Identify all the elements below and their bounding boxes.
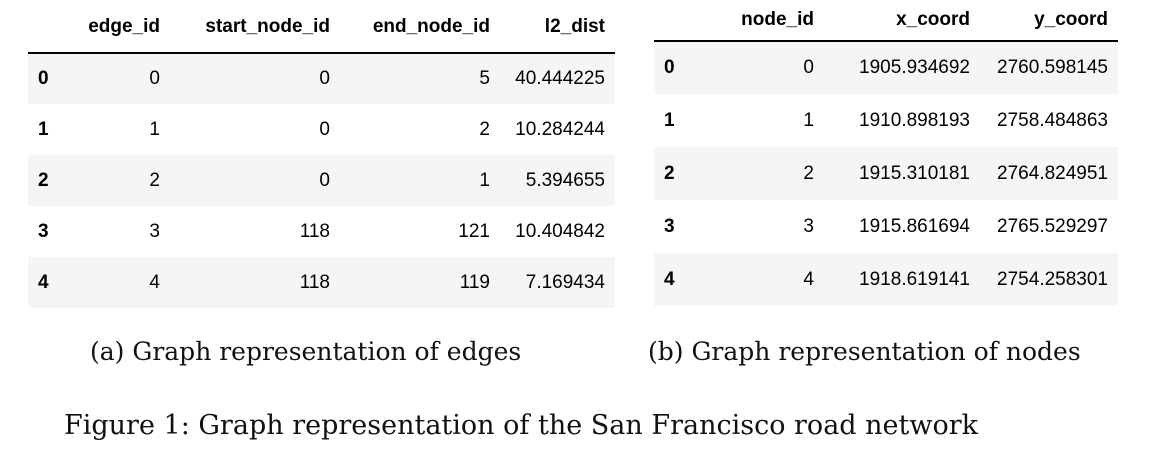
row-index: 3 xyxy=(664,215,675,237)
x-coord-cell: 1915.861694 xyxy=(859,215,970,237)
edges-table-header: edge_id start_node_id end_node_id l2_dis… xyxy=(28,2,615,54)
end-node-id-cell: 5 xyxy=(479,68,490,89)
y-coord-cell: 2765.529297 xyxy=(997,215,1108,237)
table-row: 3 3 1915.861694 2765.529297 xyxy=(654,200,1118,253)
edge-id-cell: 4 xyxy=(149,271,160,293)
l2-dist-cell: 40.444225 xyxy=(515,68,605,89)
row-index: 1 xyxy=(38,118,49,140)
table-row: 0 0 1905.934692 2760.598145 xyxy=(654,41,1118,94)
end-node-id-cell: 121 xyxy=(458,220,490,242)
row-index: 3 xyxy=(38,220,49,242)
table-row: 4 4 118 119 7.169434 xyxy=(28,257,615,308)
y-coord-cell: 2764.824951 xyxy=(997,162,1108,184)
edge-id-cell: 2 xyxy=(149,169,160,191)
row-index: 4 xyxy=(38,271,49,293)
l2-dist-cell: 10.284244 xyxy=(515,118,605,140)
row-index: 1 xyxy=(664,109,675,131)
nodes-index-header xyxy=(654,0,704,42)
edge-id-cell: 1 xyxy=(149,118,160,140)
edges-col-edge-id: edge_id xyxy=(78,2,170,54)
row-index: 0 xyxy=(38,68,49,89)
node-id-cell: 2 xyxy=(803,162,814,184)
row-index: 4 xyxy=(664,268,675,290)
y-coord-cell: 2758.484863 xyxy=(997,109,1108,131)
node-id-cell: 3 xyxy=(803,215,814,237)
row-index: 0 xyxy=(664,57,675,78)
start-node-id-cell: 118 xyxy=(299,220,330,242)
nodes-col-y-coord: y_coord xyxy=(980,0,1118,42)
start-node-id-cell: 0 xyxy=(319,118,330,140)
edge-id-cell: 0 xyxy=(149,68,160,89)
end-node-id-cell: 2 xyxy=(479,118,490,140)
start-node-id-cell: 118 xyxy=(299,271,330,293)
table-row: 1 1 1910.898193 2758.484863 xyxy=(654,94,1118,147)
l2-dist-cell: 7.169434 xyxy=(525,271,605,293)
subfigure-caption-b: (b) Graph representation of nodes xyxy=(648,337,1081,366)
edges-index-header xyxy=(28,2,78,54)
y-coord-cell: 2760.598145 xyxy=(997,57,1108,78)
edges-table: edge_id start_node_id end_node_id l2_dis… xyxy=(28,2,615,308)
nodes-col-node-id: node_id xyxy=(704,0,824,42)
x-coord-cell: 1905.934692 xyxy=(859,57,970,78)
subfigure-caption-a: (a) Graph representation of edges xyxy=(90,337,522,366)
table-row: 0 0 0 5 40.444225 xyxy=(28,53,615,104)
start-node-id-cell: 0 xyxy=(319,169,330,191)
figure-caption: Figure 1: Graph representation of the Sa… xyxy=(64,410,979,441)
nodes-table-header: node_id x_coord y_coord xyxy=(654,0,1118,42)
edges-col-end-node-id: end_node_id xyxy=(340,2,500,54)
table-row: 2 2 0 1 5.394655 xyxy=(28,155,615,206)
node-id-cell: 0 xyxy=(803,57,814,78)
table-row: 2 2 1915.310181 2764.824951 xyxy=(654,147,1118,200)
l2-dist-cell: 5.394655 xyxy=(525,169,605,191)
edge-id-cell: 3 xyxy=(149,220,160,242)
nodes-col-x-coord: x_coord xyxy=(824,0,980,42)
l2-dist-cell: 10.404842 xyxy=(515,220,605,242)
start-node-id-cell: 0 xyxy=(319,68,330,89)
end-node-id-cell: 119 xyxy=(459,271,490,293)
x-coord-cell: 1915.310181 xyxy=(859,162,970,184)
table-row: 1 1 0 2 10.284244 xyxy=(28,104,615,155)
edges-col-start-node-id: start_node_id xyxy=(170,2,340,54)
node-id-cell: 4 xyxy=(803,268,814,290)
y-coord-cell: 2754.258301 xyxy=(997,268,1108,290)
x-coord-cell: 1918.619141 xyxy=(859,268,970,290)
row-index: 2 xyxy=(664,162,675,184)
table-row: 3 3 118 121 10.404842 xyxy=(28,206,615,257)
nodes-table: node_id x_coord y_coord 0 0 1905.934692 … xyxy=(654,0,1118,306)
table-row: 4 4 1918.619141 2754.258301 xyxy=(654,253,1118,306)
edges-col-l2-dist: l2_dist xyxy=(500,2,615,54)
end-node-id-cell: 1 xyxy=(479,169,490,191)
row-index: 2 xyxy=(38,169,49,191)
x-coord-cell: 1910.898193 xyxy=(859,109,970,131)
node-id-cell: 1 xyxy=(803,109,814,131)
